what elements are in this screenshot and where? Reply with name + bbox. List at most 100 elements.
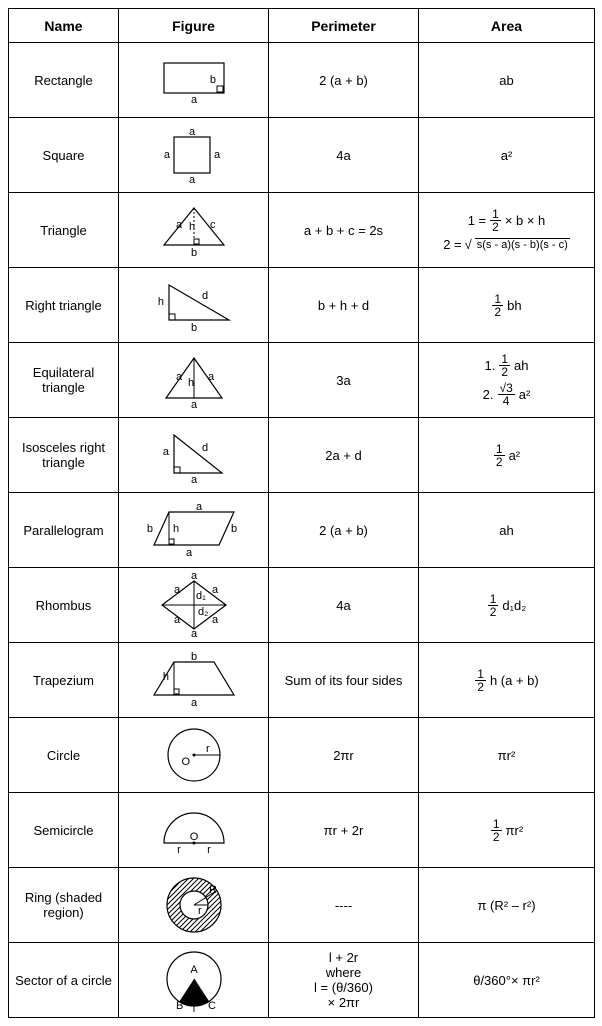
formula-text: ah — [514, 358, 528, 373]
area-cell: 12 a² — [419, 418, 595, 493]
svg-text:b: b — [190, 322, 196, 334]
perimeter-cell: πr + 2r — [269, 793, 419, 868]
area-cell: 12 h (a + b) — [419, 643, 595, 718]
shape-name: Trapezium — [9, 643, 119, 718]
table-row: Rectangle a b 2 (a + b) ab — [9, 43, 595, 118]
svg-text:a: a — [190, 399, 197, 410]
svg-text:a: a — [190, 628, 197, 637]
svg-text:a: a — [190, 573, 197, 582]
area-cell: ah — [419, 493, 595, 568]
svg-text:h: h — [157, 296, 163, 308]
shape-figure: O r r — [119, 793, 269, 868]
formula-text: a² — [509, 448, 521, 463]
perimeter-cell: l + 2r where l = (θ/360) × 2πr — [269, 943, 419, 1018]
formula-text: 1 = — [468, 213, 486, 228]
square-icon: a a a a — [144, 125, 244, 185]
svg-text:C: C — [208, 1000, 216, 1012]
svg-text:a: a — [212, 614, 219, 626]
formula-text: πr² — [506, 823, 524, 838]
shape-name: Rectangle — [9, 43, 119, 118]
table-row: Triangle a c h b a + b + c = 2s 1 = 12 — [9, 193, 595, 268]
svg-text:r: r — [200, 980, 204, 992]
shape-name: Ring (shaded region) — [9, 868, 119, 943]
svg-text:h: h — [188, 377, 194, 389]
header-area: Area — [419, 9, 595, 43]
trapezium-icon: b a h — [139, 650, 249, 710]
formula-text: 2 = — [443, 237, 461, 252]
area-cell: πr² — [419, 718, 595, 793]
svg-text:B: B — [176, 1000, 183, 1012]
svg-text:a: a — [163, 149, 170, 161]
shape-name: Circle — [9, 718, 119, 793]
rhombus-icon: a a a a a d₁ d₂ a — [144, 573, 244, 637]
formula-text: 2. — [483, 387, 494, 402]
perimeter-cell: 4a — [269, 118, 419, 193]
formula-text: h (a + b) — [490, 673, 539, 688]
svg-text:l: l — [192, 1003, 194, 1013]
svg-text:a: a — [212, 584, 219, 596]
area-cell: 12 πr² — [419, 793, 595, 868]
svg-text:r: r — [207, 844, 211, 856]
svg-text:a: a — [195, 501, 202, 513]
perimeter-cell: b + h + d — [269, 268, 419, 343]
area-cell: π (R² – r²) — [419, 868, 595, 943]
svg-text:d: d — [202, 442, 208, 454]
svg-text:a: a — [174, 614, 181, 626]
shape-name: Isosceles right triangle — [9, 418, 119, 493]
perimeter-cell: 2 (a + b) — [269, 493, 419, 568]
perimeter-cell: 2 (a + b) — [269, 43, 419, 118]
svg-text:O: O — [181, 756, 190, 768]
geometry-formulas-table: Name Figure Perimeter Area Rectangle a b… — [8, 8, 595, 1018]
shape-figure: h d b — [119, 268, 269, 343]
svg-text:a: a — [208, 371, 215, 383]
parallelogram-icon: a a b b h — [139, 500, 249, 560]
area-cell: 12 d₁d₂ — [419, 568, 595, 643]
header-perimeter: Perimeter — [269, 9, 419, 43]
formula-text: a² — [519, 387, 531, 402]
table-row: Isosceles right triangle a d a 2a + d 12… — [9, 418, 595, 493]
header-row: Name Figure Perimeter Area — [9, 9, 595, 43]
shape-figure: a a a a — [119, 118, 269, 193]
table-row: Parallelogram a a b b h 2 (a + b) ah — [9, 493, 595, 568]
ring-icon: r R — [154, 873, 234, 937]
area-cell: 1. 12 ah 2. √34 a² — [419, 343, 595, 418]
area-cell: 1 = 12 × b × h 2 = √s(s - a)(s - b)(s - … — [419, 193, 595, 268]
formula-text: 1. — [485, 358, 496, 373]
perimeter-cell: 3a — [269, 343, 419, 418]
shape-name: Right triangle — [9, 268, 119, 343]
svg-text:b: b — [231, 523, 237, 535]
area-cell: ab — [419, 43, 595, 118]
isosceles-right-triangle-icon: a d a — [144, 425, 244, 485]
triangle-icon: a c h b — [144, 200, 244, 260]
shape-figure: A r B C l — [119, 943, 269, 1018]
perimeter-cell: 2a + d — [269, 418, 419, 493]
table-row: Right triangle h d b b + h + d 12 bh — [9, 268, 595, 343]
svg-text:O: O — [189, 831, 198, 843]
header-figure: Figure — [119, 9, 269, 43]
area-cell: 12 bh — [419, 268, 595, 343]
sector-icon: A r B C l — [154, 947, 234, 1013]
header-name: Name — [9, 9, 119, 43]
area-cell: a² — [419, 118, 595, 193]
shape-figure: O r — [119, 718, 269, 793]
svg-text:a: a — [188, 174, 195, 185]
svg-text:c: c — [210, 219, 216, 231]
svg-text:a: a — [176, 371, 183, 383]
shape-figure: a c h b — [119, 193, 269, 268]
shape-name: Rhombus — [9, 568, 119, 643]
svg-text:A: A — [190, 964, 198, 976]
perimeter-cell: Sum of its four sides — [269, 643, 419, 718]
svg-text:b: b — [190, 651, 196, 663]
svg-text:a: a — [162, 446, 169, 458]
svg-text:b: b — [209, 74, 215, 86]
svg-text:h: h — [162, 671, 168, 683]
right-triangle-icon: h d b — [144, 275, 244, 335]
semicircle-icon: O r r — [149, 803, 239, 857]
shape-figure: a a a a a d₁ d₂ a — [119, 568, 269, 643]
svg-text:R: R — [209, 884, 217, 896]
svg-text:d: d — [202, 290, 208, 302]
table-row: Sector of a circle A r B C l l + 2r wher… — [9, 943, 595, 1018]
shape-name: Semicircle — [9, 793, 119, 868]
svg-text:a: a — [188, 126, 195, 138]
equilateral-triangle-icon: a a h a — [144, 350, 244, 410]
